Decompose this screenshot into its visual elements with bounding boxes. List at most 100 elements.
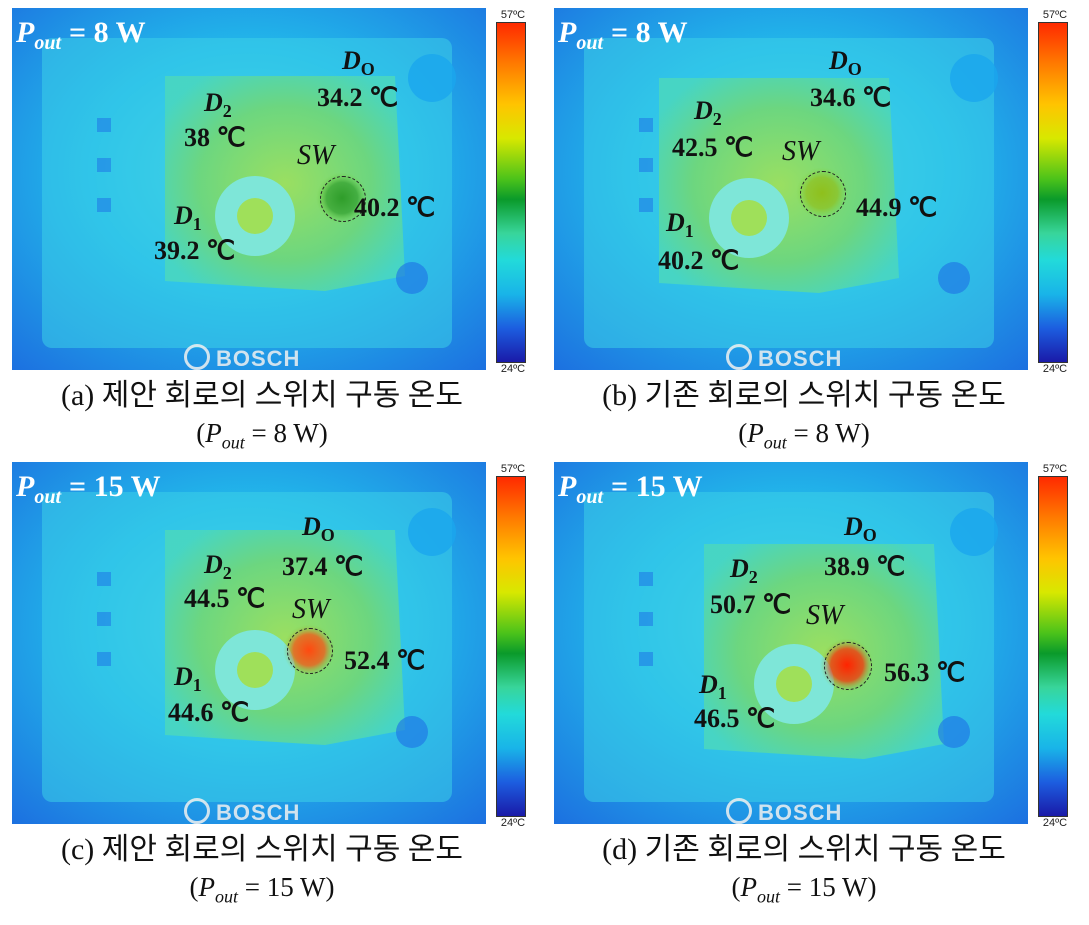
colorbar-max-label: 57ºC (1042, 463, 1068, 475)
panel-condition: (Pout = 8 W) (554, 418, 1054, 453)
do-label: DO (844, 512, 877, 546)
power-subscript: out (576, 32, 604, 54)
bosch-logo-icon (726, 344, 752, 370)
bosch-logo-icon (184, 798, 210, 824)
do-temperature: 34.6 ℃ (810, 83, 892, 112)
d1-letter: D (174, 662, 193, 691)
bosch-watermark: BOSCH (184, 798, 300, 824)
colorbar-max-label: 57ºC (1042, 9, 1068, 21)
d1-label: D1 (699, 670, 727, 704)
d1-letter: D (699, 670, 718, 699)
colorbar (1038, 476, 1068, 817)
do-label: DO (302, 512, 335, 546)
thermal-panel: Pout = 8 W DO 34.6 ℃ D2 42.5 ℃ D1 40.2 ℃ SW 44.9 … (554, 8, 1082, 468)
d2-letter: D (730, 554, 749, 583)
colorbar-min-label: 24ºC (500, 817, 526, 829)
d1-temperature: 39.2 ℃ (154, 236, 236, 265)
bosch-logo-icon (726, 798, 752, 824)
switch-marker-circle (287, 628, 333, 674)
do-letter: D (829, 46, 848, 75)
colorbar (1038, 22, 1068, 363)
panel-caption: (b) 기존 회로의 스위치 구동 온도 (602, 379, 1006, 412)
power-symbol: P (16, 470, 35, 503)
condition-subscript: out (215, 886, 239, 907)
d2-temperature: 42.5 ℃ (672, 133, 754, 162)
panel-condition: (Pout = 8 W) (12, 418, 512, 453)
power-label: Pout = 8 W (16, 16, 146, 55)
d2-letter: D (694, 96, 713, 125)
panel-condition: (Pout = 15 W) (554, 872, 1054, 907)
do-letter: D (844, 512, 863, 541)
d1-subscript: 1 (684, 221, 694, 242)
bosch-text: BOSCH (216, 800, 301, 824)
sw-temperature: 52.4 ℃ (344, 646, 426, 675)
sw-label: SW (806, 600, 844, 631)
sw-temperature: 40.2 ℃ (354, 193, 436, 222)
thermal-panel: Pout = 15 W DO 38.9 ℃ D2 50.7 ℃ D1 46.5 ℃ SW 56.3… (554, 462, 1082, 922)
colorbar (496, 476, 526, 817)
power-subscript: out (576, 486, 604, 508)
d1-subscript: 1 (717, 683, 727, 704)
d1-label: D1 (666, 208, 694, 242)
d1-letter: D (174, 201, 193, 230)
condition-subscript: out (757, 886, 781, 907)
panel-condition: (Pout = 15 W) (12, 872, 512, 907)
thermal-image: Pout = 8 W DO 34.2 ℃ D2 38 ℃ D1 39.2 ℃ SW 40.2 ℃ B… (12, 8, 486, 370)
do-label: DO (829, 46, 862, 80)
condition-value: = 15 W) (780, 872, 877, 902)
condition-symbol: P (205, 418, 222, 448)
d1-label: D1 (174, 201, 202, 235)
bosch-logo-icon (184, 344, 210, 370)
power-value: = 8 W (69, 16, 146, 49)
d2-temperature: 50.7 ℃ (710, 590, 792, 619)
power-value: = 15 W (611, 470, 703, 503)
bosch-text: BOSCH (758, 346, 843, 370)
bosch-text: BOSCH (216, 346, 301, 370)
panel-caption: (d) 기존 회로의 스위치 구동 온도 (602, 833, 1006, 866)
d1-letter: D (666, 208, 685, 237)
condition-open: ( (196, 418, 206, 448)
condition-open: ( (738, 418, 748, 448)
colorbar-max-label: 57ºC (500, 9, 526, 21)
colorbar-min-label: 24ºC (1042, 363, 1068, 375)
power-value: = 8 W (611, 16, 688, 49)
d2-subscript: 2 (222, 563, 232, 584)
thermal-panel: Pout = 15 W DO 37.4 ℃ D2 44.5 ℃ D1 44.6 ℃ SW 52.4… (12, 462, 540, 922)
sw-label: SW (292, 594, 330, 625)
do-label: DO (342, 46, 375, 80)
power-label: Pout = 8 W (558, 16, 688, 55)
condition-open: ( (189, 872, 199, 902)
power-label: Pout = 15 W (16, 470, 161, 509)
d1-temperature: 46.5 ℃ (694, 704, 776, 733)
condition-value: = 8 W) (244, 418, 328, 448)
do-subscript: O (862, 525, 877, 546)
condition-symbol: P (747, 418, 764, 448)
bosch-watermark: BOSCH (726, 798, 842, 824)
panel-caption: (a) 제안 회로의 스위치 구동 온도 (61, 379, 463, 412)
d2-label: D2 (694, 96, 722, 130)
power-subscript: out (34, 32, 62, 54)
condition-symbol: P (740, 872, 758, 902)
colorbar-min-label: 24ºC (500, 363, 526, 375)
d2-subscript: 2 (748, 567, 758, 588)
d2-subscript: 2 (712, 109, 722, 130)
bosch-watermark: BOSCH (726, 344, 842, 370)
power-value: = 15 W (69, 470, 161, 503)
power-symbol: P (558, 16, 577, 49)
switch-marker-circle (824, 642, 872, 690)
sw-label: SW (297, 140, 335, 171)
sw-temperature: 44.9 ℃ (856, 193, 938, 222)
colorbar-max-label: 57ºC (500, 463, 526, 475)
d1-subscript: 1 (192, 675, 202, 696)
colorbar-min-label: 24ºC (1042, 817, 1068, 829)
condition-symbol: P (198, 872, 216, 902)
d2-label: D2 (204, 88, 232, 122)
thermal-image: Pout = 8 W DO 34.6 ℃ D2 42.5 ℃ D1 40.2 ℃ SW 44.9 … (554, 8, 1028, 370)
condition-value: = 15 W) (238, 872, 335, 902)
d1-temperature: 40.2 ℃ (658, 246, 740, 275)
power-subscript: out (34, 486, 62, 508)
thermal-panel: Pout = 8 W DO 34.2 ℃ D2 38 ℃ D1 39.2 ℃ SW 40.2 ℃ B… (12, 8, 540, 468)
d2-label: D2 (730, 554, 758, 588)
power-label: Pout = 15 W (558, 470, 703, 509)
condition-subscript: out (221, 432, 245, 453)
